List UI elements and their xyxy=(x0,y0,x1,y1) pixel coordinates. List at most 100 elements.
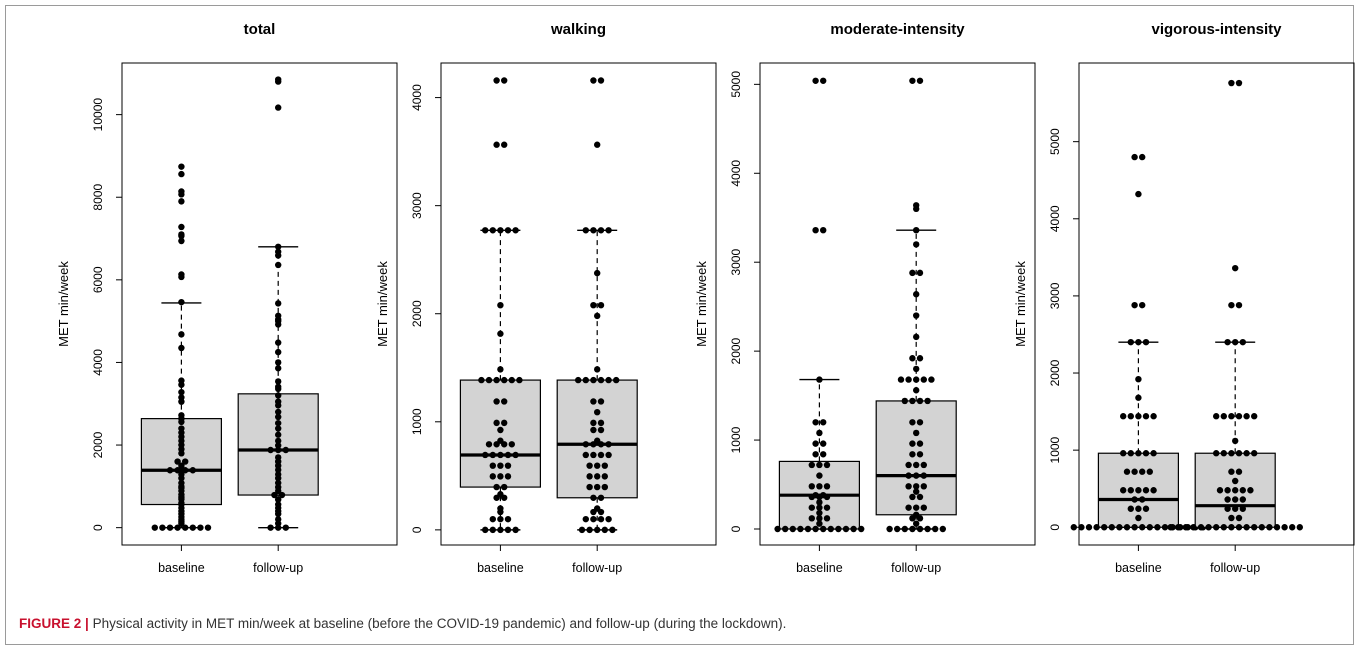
data-point xyxy=(905,376,912,383)
data-point xyxy=(916,77,924,84)
data-point xyxy=(1070,524,1078,531)
data-point xyxy=(582,376,589,384)
data-point xyxy=(1135,394,1142,401)
data-point xyxy=(932,525,939,533)
data-point xyxy=(275,248,282,255)
data-point xyxy=(816,515,823,522)
data-point xyxy=(1161,524,1169,531)
data-point xyxy=(1093,524,1100,531)
data-point xyxy=(504,515,512,523)
data-point xyxy=(178,479,185,487)
data-point xyxy=(182,458,189,465)
data-point xyxy=(178,344,185,352)
data-point xyxy=(493,483,500,491)
data-point xyxy=(501,141,508,148)
data-point xyxy=(482,227,489,234)
data-point xyxy=(485,376,493,384)
data-point xyxy=(913,241,920,248)
y-tick-label: 2000 xyxy=(729,337,743,364)
data-point xyxy=(913,376,920,383)
data-point xyxy=(1197,524,1205,531)
caption-label: FIGURE 2 | xyxy=(19,616,89,631)
data-point xyxy=(1213,413,1220,420)
y-tick-label: 1000 xyxy=(1048,436,1062,463)
data-point xyxy=(1135,505,1142,512)
data-point xyxy=(1078,524,1085,531)
y-tick-label: 0 xyxy=(729,525,743,532)
data-point xyxy=(1243,413,1250,420)
data-point xyxy=(1224,505,1231,512)
data-point xyxy=(928,376,935,383)
plot-frame xyxy=(121,62,398,546)
data-point xyxy=(508,441,515,448)
data-point xyxy=(816,520,823,527)
data-point xyxy=(920,504,927,511)
data-point xyxy=(1142,338,1150,346)
data-point xyxy=(909,77,916,84)
data-point xyxy=(605,376,612,384)
data-point xyxy=(1127,487,1135,494)
data-point xyxy=(1213,524,1220,531)
data-point xyxy=(913,461,920,469)
data-point xyxy=(178,237,185,245)
data-point xyxy=(1139,153,1146,161)
data-point xyxy=(489,462,496,469)
data-point xyxy=(1273,524,1281,531)
data-point xyxy=(909,493,916,501)
data-point xyxy=(1247,487,1254,494)
data-point xyxy=(601,473,608,480)
data-point xyxy=(267,524,274,531)
y-tick-label: 4000 xyxy=(1048,205,1062,232)
data-point xyxy=(275,359,282,366)
data-point xyxy=(913,488,920,495)
y-tick-label: 0 xyxy=(1048,524,1062,531)
data-point xyxy=(597,494,605,501)
caption-text: Physical activity in MET min/week at bas… xyxy=(92,616,787,631)
data-point xyxy=(1232,505,1239,512)
data-point xyxy=(597,301,605,309)
data-point xyxy=(816,472,823,479)
data-point xyxy=(275,392,282,399)
data-point xyxy=(916,493,924,501)
data-point xyxy=(1146,468,1154,475)
data-point xyxy=(275,425,282,432)
data-point xyxy=(590,227,597,234)
data-point xyxy=(1205,524,1212,531)
data-point xyxy=(1131,524,1138,531)
data-point xyxy=(275,419,282,427)
data-point xyxy=(1224,496,1231,503)
data-point xyxy=(913,504,920,511)
data-point xyxy=(916,397,924,405)
y-tick-label: 4000 xyxy=(91,349,105,376)
data-point xyxy=(916,269,924,277)
y-axis-label: MET min/week xyxy=(56,261,71,347)
data-point xyxy=(516,376,523,384)
data-point xyxy=(1266,524,1273,531)
data-point xyxy=(1135,413,1142,420)
data-point xyxy=(897,376,905,383)
data-point xyxy=(178,412,185,419)
data-point xyxy=(1224,338,1231,346)
data-point xyxy=(1108,524,1116,531)
data-point xyxy=(504,462,512,469)
data-point xyxy=(913,333,920,341)
data-point xyxy=(1258,524,1266,531)
data-point xyxy=(582,441,589,448)
data-point xyxy=(178,388,185,396)
data-point xyxy=(1150,450,1157,457)
y-axis-label: MET min/week xyxy=(694,261,709,347)
data-point xyxy=(1220,524,1228,531)
data-point xyxy=(590,451,597,459)
data-point xyxy=(901,525,908,533)
data-point xyxy=(913,291,920,298)
panel-title: vigorous-intensity xyxy=(1151,21,1282,38)
data-point xyxy=(1216,487,1224,494)
data-point xyxy=(920,376,927,383)
data-point xyxy=(1154,524,1161,531)
data-point xyxy=(812,226,819,234)
data-point xyxy=(594,526,601,534)
data-point xyxy=(905,483,912,490)
data-point xyxy=(1228,450,1235,457)
data-point xyxy=(1142,505,1150,512)
data-point xyxy=(275,431,282,438)
